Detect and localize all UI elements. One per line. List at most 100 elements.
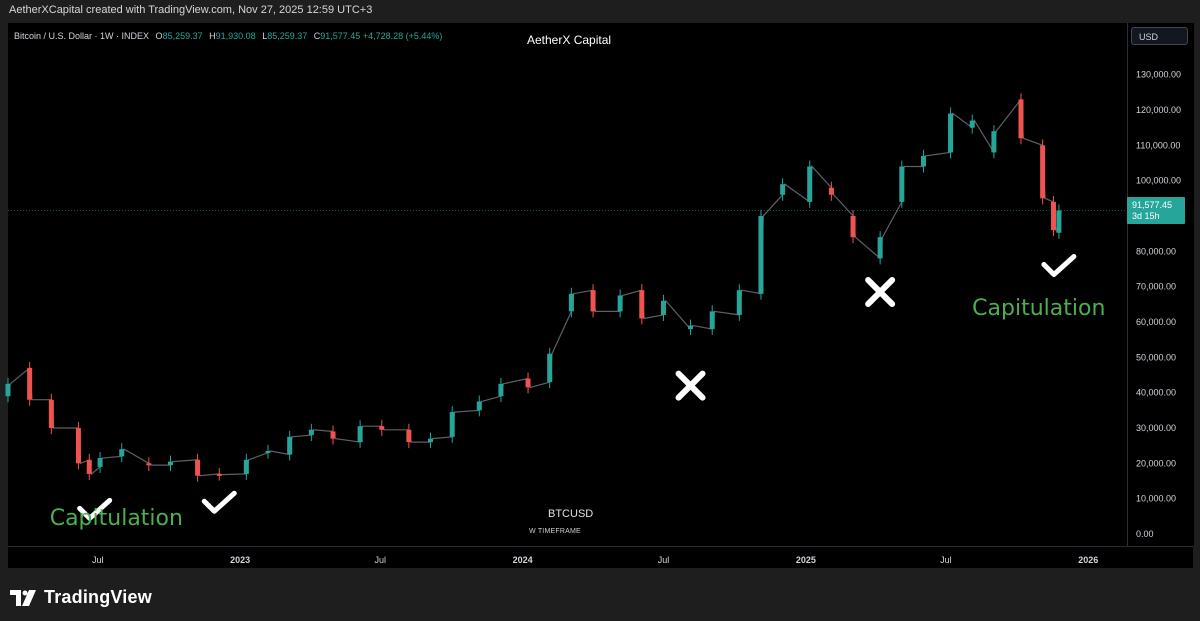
candle — [547, 353, 553, 383]
change-value: +4,728.28 (+5.44%) — [362, 31, 443, 41]
y-tick-label: 60,000.00 — [1136, 317, 1176, 327]
y-tick-label: 80,000.00 — [1136, 246, 1176, 256]
chart-pane[interactable] — [8, 23, 1127, 546]
candle — [568, 293, 574, 312]
tradingview-logo-icon — [10, 589, 36, 606]
candle — [639, 290, 645, 319]
author-credit: AetherXCapital created with TradingView.… — [9, 4, 373, 16]
bar-countdown: 3d 15h — [1132, 211, 1160, 221]
candle — [617, 295, 623, 312]
candle — [1056, 210, 1062, 233]
close-label: C — [313, 31, 321, 41]
candle — [736, 290, 742, 315]
candle — [287, 436, 293, 455]
check-icon — [1041, 254, 1077, 278]
candle — [850, 216, 856, 238]
candle — [969, 120, 975, 128]
y-tick-label: 120,000.00 — [1136, 105, 1181, 115]
candle — [146, 463, 152, 466]
candle — [75, 428, 81, 464]
x-tick-label: Jul — [92, 555, 104, 565]
check-icon — [77, 497, 113, 521]
candle — [449, 412, 455, 437]
annotation-label: Capitulation — [972, 296, 1105, 321]
candle — [758, 216, 764, 294]
last-price-value: 91,577.45 — [1132, 200, 1173, 210]
candle — [243, 459, 249, 474]
annotation-label: Capitulation — [50, 506, 183, 531]
candle — [48, 399, 54, 428]
y-tick-label: 10,000.00 — [1136, 494, 1176, 504]
top-bar: AetherXCapital created with TradingView.… — [0, 0, 1200, 22]
y-tick-label: 100,000.00 — [1136, 176, 1181, 186]
candle — [428, 438, 434, 443]
candle — [590, 290, 596, 312]
open-value: 85,259.37 — [162, 31, 203, 41]
x-tick-label: Jul — [658, 555, 670, 565]
time-scale[interactable] — [8, 546, 1193, 569]
candle — [406, 429, 412, 443]
x-tick-label: Jul — [940, 555, 952, 565]
ticker-watermark: BTCUSD — [548, 508, 594, 520]
candle — [948, 113, 954, 153]
footer-bar — [0, 568, 1200, 621]
candle — [1040, 145, 1046, 199]
candle — [357, 426, 363, 443]
y-tick-label: 130,000.00 — [1136, 70, 1181, 80]
last-price-tag: 91,577.45 3d 15h — [1127, 197, 1185, 224]
open-label: O — [155, 31, 163, 41]
tradingview-brand[interactable]: TradingView — [10, 587, 152, 608]
symbol-legend: Bitcoin / U.S. Dollar · 1W · INDEX O85,2… — [14, 31, 442, 41]
candle — [498, 383, 504, 397]
cross-icon — [675, 370, 706, 401]
candle — [330, 431, 336, 439]
y-tick-label: 20,000.00 — [1136, 458, 1176, 468]
candle — [27, 367, 33, 400]
y-tick-label: 110,000.00 — [1136, 140, 1180, 150]
check-icon — [201, 490, 237, 514]
y-tick-label: 40,000.00 — [1136, 388, 1176, 398]
candle — [379, 426, 385, 430]
candle — [97, 458, 103, 467]
candle — [1050, 201, 1056, 231]
candle — [828, 187, 834, 195]
candle — [688, 325, 694, 330]
candle — [476, 401, 482, 411]
candle — [780, 184, 786, 195]
cross-icon — [865, 276, 896, 307]
candle — [216, 473, 222, 476]
candle — [1018, 99, 1024, 139]
candle — [807, 166, 813, 202]
candle — [308, 429, 314, 436]
low-value: 85,259.37 — [267, 31, 308, 41]
x-tick-label: 2026 — [1078, 555, 1098, 565]
currency-button[interactable]: USD — [1131, 27, 1188, 45]
low-label: L — [262, 31, 268, 41]
candle — [877, 237, 883, 259]
timeframe-watermark: W TIMEFRAME — [529, 528, 581, 535]
price-scale[interactable] — [1127, 23, 1194, 546]
candle — [525, 378, 531, 388]
x-tick-label: 2024 — [513, 555, 533, 565]
candle — [709, 311, 715, 330]
price-line — [7, 97, 1062, 477]
brand-name: TradingView — [44, 587, 152, 607]
candle — [991, 131, 997, 153]
candle — [899, 166, 905, 202]
x-tick-label: 2025 — [796, 555, 816, 565]
symbol-name[interactable]: Bitcoin / U.S. Dollar · 1W · INDEX — [14, 31, 150, 41]
x-tick-label: Jul — [374, 555, 386, 565]
close-value: 91,577.45 — [320, 31, 361, 41]
candle — [86, 459, 92, 474]
y-tick-label: 0.00 — [1136, 529, 1154, 539]
x-tick-label: 2023 — [230, 555, 250, 565]
candle — [660, 300, 666, 315]
candle — [920, 155, 926, 167]
candle — [265, 450, 271, 453]
candle — [168, 461, 174, 466]
candle — [195, 459, 201, 476]
candle — [5, 383, 11, 397]
chart-title: AetherX Capital — [527, 33, 612, 47]
candle — [119, 449, 125, 457]
